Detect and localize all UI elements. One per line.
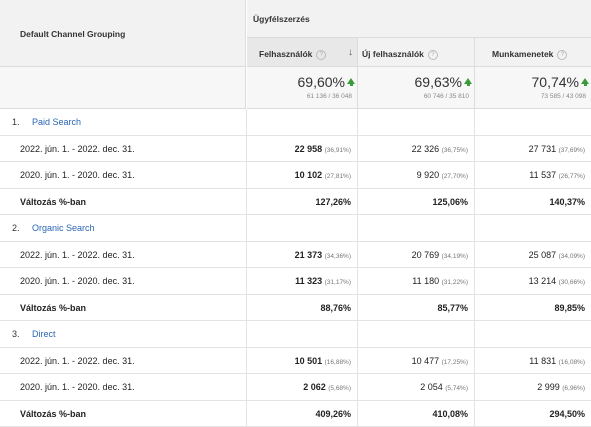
empty-cell [247,215,358,241]
empty-cell [358,215,475,241]
empty-cell [475,215,591,241]
up-arrow-icon [347,78,355,86]
channel-link[interactable]: Organic Search [32,223,95,233]
sessions-value: 11 537 (26,77%) [529,170,585,180]
column-header-sessions[interactable]: Munkamenetek? [475,38,591,67]
channel-cell: 2. Organic Search [0,215,247,241]
date-row: 2020. jún. 1. - 2020. dec. 31. 2 062 (5,… [0,374,591,401]
metric-group-header: Ügyfélszerzés [247,0,591,38]
date-range-label: 2022. jún. 1. - 2022. dec. 31. [0,241,247,267]
sessions-change: 89,85% [554,302,585,313]
empty-cell [247,109,358,135]
new-users-value: 22 326 (36,75%) [358,135,475,161]
new-users-value: 9 920 (27,70%) [358,162,475,188]
total-pct: 69,60% [297,74,345,90]
users-value: 22 958 (36,91%) [247,135,358,161]
row-index: 2. [12,223,20,233]
help-icon[interactable]: ? [316,50,327,60]
date-row: 2020. jún. 1. - 2020. dec. 31. 11 323 (3… [0,268,591,295]
empty-cell [358,321,475,347]
users-change: 88,76% [247,294,358,320]
help-icon[interactable]: ? [427,50,438,60]
new-users-change: 85,77% [358,294,475,320]
column-label-users: Felhasználók [259,49,313,59]
sessions-value: 25 087 (34,09%) [528,249,585,260]
sessions-value: 11 831 (16,08%) [529,355,585,366]
users-value: 2 062 (5,68%) [247,374,358,400]
channel-link[interactable]: Direct [32,329,56,339]
sessions-value: 27 731 (37,69%) [528,143,585,154]
up-arrow-icon [581,78,589,86]
channel-cell: 3. Direct [0,321,247,347]
users-change: 127,26% [247,188,358,214]
total-users: 69,60% 61 136 / 36 048 [247,67,358,109]
empty-cell [358,109,475,135]
help-icon[interactable]: ? [557,50,568,60]
new-users-value: 10 477 (17,25%) [358,347,475,373]
channel-row: 2. Organic Search [0,215,591,242]
change-label: Változás %-ban [0,294,247,320]
sessions-change: 294,50% [549,408,585,419]
channel-row: 3. Direct [0,321,591,348]
date-range-label: 2022. jún. 1. - 2022. dec. 31. [0,135,247,161]
column-label-sessions: Munkamenetek [492,49,554,59]
sessions-value: 2 999 (6,96%) [537,382,585,392]
metric-group-label: Ügyfélszerzés [253,14,310,24]
sessions-value: 13 214 (30,66%) [528,276,585,286]
new-users-change: 410,08% [358,400,475,426]
total-sub: 61 136 / 36 048 [306,93,352,100]
date-row: 2022. jún. 1. - 2022. dec. 31. 10 501 (1… [0,347,591,374]
row-index: 1. [12,117,20,127]
new-users-value: 2 054 (5,74%) [358,374,475,400]
column-header-new-users[interactable]: Új felhasználók? [358,38,475,67]
users-value: 11 323 (31,17%) [247,268,358,294]
new-users-value: 20 769 (34,19%) [358,241,475,267]
users-value: 10 501 (16,88%) [247,347,358,373]
date-range-label: 2020. jún. 1. - 2020. dec. 31. [0,268,247,294]
users-change: 409,26% [247,400,358,426]
change-row: Változás %-ban 127,26% 125,06% 140,37% [0,188,591,215]
dimension-header[interactable]: Default Channel Grouping [0,0,246,67]
date-range-label: 2020. jún. 1. - 2020. dec. 31. [0,162,247,188]
date-row: 2020. jún. 1. - 2020. dec. 31. 10 102 (2… [0,162,591,189]
channel-row: 1. Paid Search [0,109,591,136]
date-range-label: 2022. jún. 1. - 2022. dec. 31. [0,347,247,373]
users-value: 10 102 (27,81%) [247,162,358,188]
column-label-new-users: Új felhasználók [362,49,424,59]
channel-link[interactable]: Paid Search [32,117,82,127]
date-row: 2022. jún. 1. - 2022. dec. 31. 21 373 (3… [0,241,591,268]
sessions-change: 140,37% [549,196,585,207]
up-arrow-icon [464,78,472,86]
change-label: Változás %-ban [0,188,247,214]
empty-cell [247,321,358,347]
new-users-change: 125,06% [358,188,475,214]
column-header-users[interactable]: Felhasználók? ↓ [247,38,358,67]
sort-arrow-down-icon[interactable]: ↓ [348,47,353,58]
totals-label-cell [0,67,246,109]
total-pct: 69,63% [414,74,462,90]
total-sub: 73 585 / 43 098 [540,93,586,100]
total-sessions: 70,74% 73 585 / 43 098 [475,67,591,109]
row-index: 3. [12,329,20,339]
empty-cell [475,321,591,347]
users-value: 21 373 (34,36%) [247,241,358,267]
date-row: 2022. jún. 1. - 2022. dec. 31. 22 958 (3… [0,135,591,162]
empty-cell [475,109,591,135]
change-row: Változás %-ban 88,76% 85,77% 89,85% [0,294,591,321]
change-row: Változás %-ban 409,26% 410,08% 294,50% [0,400,591,427]
new-users-value: 11 180 (31,22%) [358,268,475,294]
dimension-label: Default Channel Grouping [20,29,126,39]
channel-cell: 1. Paid Search [0,109,247,135]
total-new-users: 69,63% 60 746 / 35 810 [358,67,475,109]
total-pct: 70,74% [531,74,579,90]
total-sub: 60 746 / 35 810 [423,93,469,100]
date-range-label: 2020. jún. 1. - 2020. dec. 31. [0,374,247,400]
change-label: Változás %-ban [0,400,247,426]
